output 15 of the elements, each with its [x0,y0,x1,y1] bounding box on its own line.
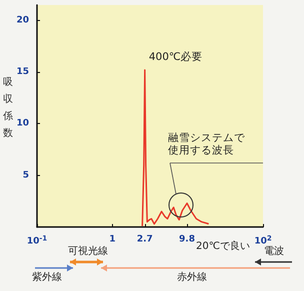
y-axis-title: 吸収係数 [3,77,13,139]
annotation: 融雪システムで使用する波長 [168,132,246,156]
y-tick-label: 5 [22,170,29,180]
x-tick-label: 9.8 [179,234,195,244]
text: 20℃で良い [196,240,250,252]
annotation: 400℃必要 [148,50,203,64]
text: 赤外線 [177,271,207,283]
text: 電波 [264,245,284,257]
y-tick-label: 10 [16,118,29,129]
text: 可視光線 [68,245,108,257]
y-tick-label: 15 [16,67,29,78]
y-tick-label: 20 [16,15,29,26]
text: 紫外線 [32,271,62,283]
x-tick-label: 1 [109,234,116,244]
x-tick-label: 2.7 [136,234,153,244]
